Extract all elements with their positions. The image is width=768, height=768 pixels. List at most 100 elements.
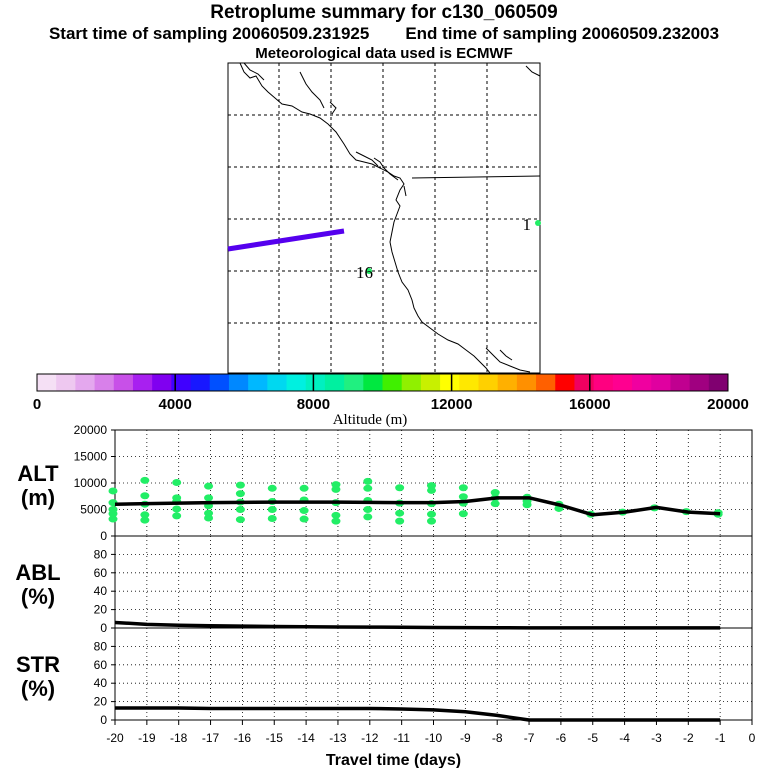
scatter-point: [331, 517, 341, 525]
y-tick-label: 15000: [74, 450, 108, 464]
scatter-point: [427, 517, 436, 525]
x-tick-label: -4: [619, 731, 630, 745]
y-tick-label: 0: [100, 529, 107, 543]
x-tick-label: -16: [234, 731, 252, 745]
colorbar-ticks: 0 4000 8000 12000 16000 20000: [33, 374, 749, 413]
scatter-point: [108, 515, 118, 523]
scatter-point: [267, 515, 277, 523]
y-tick-label: 20: [94, 695, 108, 709]
x-tick-label: -10: [425, 731, 443, 745]
colorbar-cell: [286, 374, 307, 391]
colorbar-cell: [94, 374, 115, 391]
colorbar-cell: [75, 374, 96, 391]
colorbar-cell: [132, 374, 153, 391]
x-tick-label: -7: [524, 731, 535, 745]
scatter-point: [267, 484, 277, 492]
map-frame: [227, 62, 541, 374]
x-tick-label: -9: [460, 731, 471, 745]
scatter-point: [299, 507, 309, 515]
colorbar-cell: [593, 374, 614, 391]
scatter-point: [427, 482, 436, 490]
chart-title: Retroplume summary for c130_060509: [210, 2, 558, 23]
x-tick-label: -2: [683, 731, 694, 745]
scatter-point: [140, 492, 150, 500]
colorbar-cell: [267, 374, 288, 391]
altitude-colorbar: 0 4000 8000 12000 16000 20000 Altitude (m): [33, 373, 749, 428]
scatter-point: [363, 484, 373, 492]
y-tick-label: 20000: [74, 423, 108, 437]
scatter-point: [299, 515, 309, 523]
colorbar-tick-label: 0: [33, 396, 41, 413]
scatter-point: [172, 512, 182, 520]
colorbar-title: Altitude (m): [333, 412, 408, 428]
scatter-point: [458, 484, 468, 492]
scatter-point: [204, 509, 214, 517]
scatter-point: [140, 516, 150, 524]
scatter-point: [363, 513, 373, 521]
series-line: [115, 706, 721, 722]
colorbar-cells: [37, 374, 729, 391]
colorbar-cell: [420, 374, 441, 391]
panel-alt: 20000 15000 10000 5000 0 ALT(m): [17, 423, 753, 543]
x-tick-label: -15: [266, 731, 284, 745]
map-graticule: [228, 63, 540, 373]
panel-label: STR: [16, 652, 60, 677]
colorbar-tick-label: 20000: [707, 396, 749, 413]
colorbar-cell: [670, 374, 691, 391]
x-axis-label: Travel time (days): [326, 752, 461, 768]
y-tick-label: 10000: [74, 476, 108, 490]
scatter-point: [204, 482, 214, 490]
scatter-point: [140, 511, 150, 519]
scatter-point: [331, 511, 341, 519]
coastline: [239, 62, 541, 374]
colorbar-cell: [113, 374, 134, 391]
scatter-point: [140, 476, 150, 484]
colorbar-cell: [209, 374, 230, 391]
colorbar-cell: [574, 374, 595, 391]
scatter-point: [235, 481, 245, 489]
x-tick-label: 0: [749, 731, 756, 745]
point-label-1: 1: [523, 215, 532, 234]
panel-unit: (%): [21, 584, 55, 609]
colorbar-cell: [459, 374, 479, 391]
colorbar-cell: [612, 374, 633, 391]
y-tick-label: 40: [94, 584, 108, 598]
colorbar-cell: [651, 374, 671, 391]
scatter-point: [458, 510, 468, 518]
x-tick-label: -6: [556, 731, 567, 745]
panel-frame: [114, 535, 753, 629]
colorbar-cell: [478, 374, 499, 391]
scatter-point: [490, 489, 500, 497]
colorbar-cell: [171, 374, 192, 391]
scatter-point: [172, 478, 182, 486]
panel-label: ABL: [15, 560, 60, 585]
scatter-point: [363, 477, 373, 485]
plume-trajectory: [227, 228, 345, 252]
panel-unit: (m): [21, 485, 55, 510]
colorbar-cell: [516, 374, 537, 391]
y-tick-label: 20: [94, 603, 108, 617]
scatter-point: [267, 506, 277, 513]
map-panel: 1 16: [227, 62, 541, 374]
x-tick-label: -13: [329, 731, 347, 745]
x-tick-label: -12: [361, 731, 379, 745]
x-tick-label: -3: [651, 731, 662, 745]
scatter-point: [427, 510, 436, 518]
colorbar-tick-label: 8000: [297, 396, 330, 413]
colorbar-tick-label: 16000: [569, 396, 611, 413]
colorbar-cell: [555, 374, 575, 391]
scatter-point: [108, 506, 118, 513]
y-tick-label: 5000: [80, 503, 107, 517]
time-series-panels: 20000150001000050000ALT(m)806040200ABL(%…: [15, 423, 755, 768]
colorbar-cell: [689, 374, 710, 391]
colorbar-cell: [497, 374, 518, 391]
colorbar-cell: [440, 374, 460, 391]
colorbar-cell: [152, 374, 172, 391]
colorbar-cell: [324, 374, 345, 391]
point-label-16: 16: [356, 263, 373, 282]
x-tick-label: -5: [587, 731, 598, 745]
met-data-label: Meteorological data used is ECMWF: [255, 45, 513, 62]
scatter-point: [458, 493, 468, 501]
